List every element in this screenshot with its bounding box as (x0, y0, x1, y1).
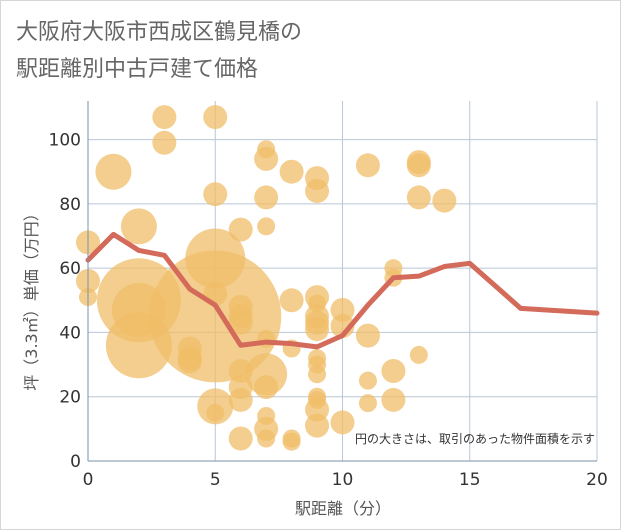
bubble-point-49 (305, 317, 330, 342)
bubble-size-note: 円の大きさは、取引のあった物件面積を示す (355, 431, 595, 446)
bubble-point-71 (409, 345, 428, 364)
bubble-point-62 (358, 371, 377, 390)
chart-title-line-1: 大阪府大阪市西成区鶴見橋の (16, 20, 302, 45)
bubble-point-66 (381, 359, 406, 383)
bubble-point-63 (358, 394, 377, 413)
bubble-point-37 (257, 429, 276, 448)
bubble-point-61 (355, 323, 380, 348)
bubble-point-20 (228, 217, 253, 242)
bubble-point-69 (406, 153, 431, 178)
y-tick-label-0: 0 (70, 452, 81, 472)
bubble-point-27 (228, 426, 253, 451)
x-axis-label: 駅距離（分） (295, 499, 391, 518)
y-tick-label-40: 40 (59, 323, 81, 343)
y-tick-label-80: 80 (59, 195, 81, 215)
bubble-point-3 (95, 153, 132, 190)
bubble-point-13 (203, 105, 228, 130)
bubble-point-34 (254, 375, 279, 400)
bubble-point-60 (355, 153, 380, 178)
bubble-point-56 (305, 413, 330, 438)
bubble-point-59 (330, 410, 355, 435)
bubble-point-8 (152, 105, 177, 130)
bubble-point-23 (228, 310, 253, 335)
x-tick-label-10: 10 (332, 470, 354, 490)
bubble-point-17 (149, 250, 282, 383)
bubble-point-26 (228, 387, 253, 412)
bubble-point-9 (152, 130, 177, 155)
bubble-point-31 (257, 217, 276, 236)
bubble-point-67 (381, 387, 406, 412)
y-tick-label-100: 100 (49, 131, 81, 151)
y-axis-label: 坪（3.3㎡）単価（万円） (22, 205, 41, 390)
bubble-point-29 (254, 146, 279, 171)
axes: 0 5 10 15 20 0 20 40 60 80 100 (49, 101, 608, 490)
x-tick-label-5: 5 (210, 470, 221, 490)
average-price-line (85, 231, 600, 350)
x-tick-label-0: 0 (83, 470, 94, 490)
bubble-point-19 (206, 403, 225, 422)
y-tick-label-60: 60 (59, 259, 81, 279)
bubble-point-52 (308, 365, 327, 384)
bubble-point-14 (203, 182, 228, 207)
bubble-point-42 (282, 432, 301, 451)
x-tick-label-20: 20 (586, 470, 608, 490)
bubble-point-39 (279, 288, 304, 313)
y-tick-label-20: 20 (59, 388, 81, 408)
bubble-point-72 (432, 188, 457, 213)
bubble-layer (76, 105, 457, 451)
x-tick-label-15: 15 (459, 470, 481, 490)
bubble-point-44 (305, 179, 330, 203)
bubble-point-30 (254, 185, 279, 210)
bubble-point-70 (406, 185, 431, 210)
bubble-point-4 (120, 208, 157, 245)
bubble-point-38 (279, 159, 304, 184)
chart-title-line-2: 駅距離別中古戸建て価格 (16, 57, 258, 82)
